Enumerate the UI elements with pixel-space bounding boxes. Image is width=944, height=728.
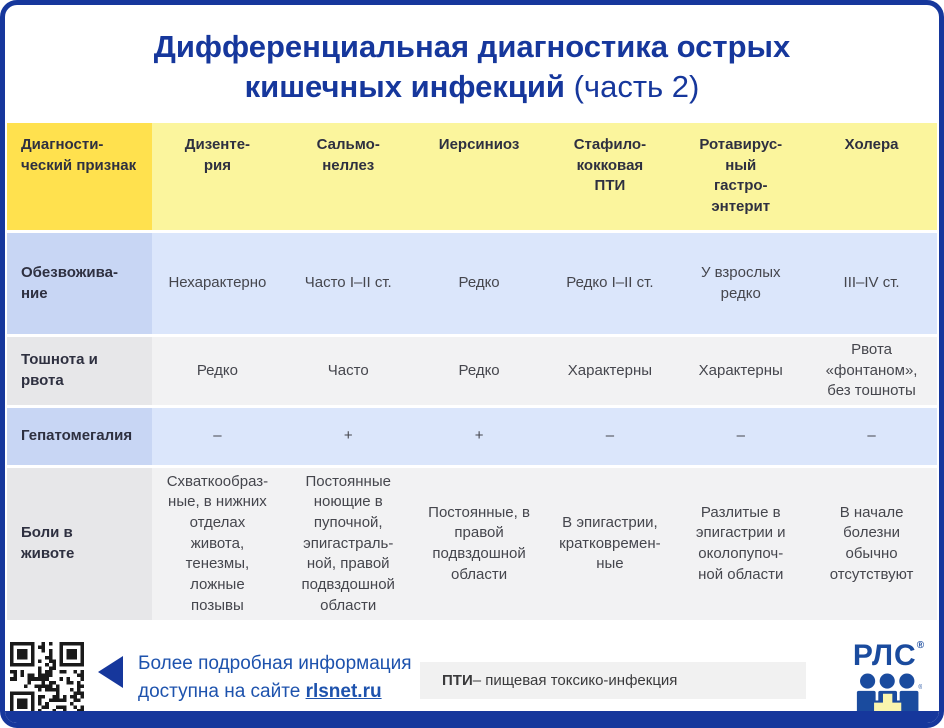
page-title: Дифференциальная диагностика острых кише…	[5, 27, 939, 108]
rls-logo-text: РЛС®	[852, 639, 926, 672]
table-cell: Редко I–II ст.	[544, 233, 676, 334]
column-header-salmonellosis: Сальмо- неллез	[282, 123, 414, 230]
table-cell: –	[544, 408, 676, 465]
table-cell: Схваткообраз- ные, в нижних отделах живо…	[152, 468, 283, 620]
column-header-dysentery: Дизенте- рия	[152, 123, 283, 230]
table-cell: Постоянные, в правой подвздошной области	[413, 468, 545, 620]
table-cell: У взрослых редко	[675, 233, 807, 334]
footer-info: Более подробная информация доступна на с…	[138, 650, 412, 705]
column-header-rotavirus: Ротавирус- ный гастро- энтерит	[675, 123, 807, 230]
table-cell: Редко	[413, 233, 545, 334]
table-cell: Разлитые в эпигастрии и околопупоч- ной …	[675, 468, 807, 620]
footnote-text: – пищевая токсико-инфекция	[472, 672, 678, 689]
title-line-2: кишечных инфекций (часть 2)	[244, 69, 700, 105]
table-cell: –	[675, 408, 807, 465]
table-cell: –	[806, 408, 937, 465]
diagnostics-table: Диагности- ческий признак Дизенте- рия С…	[7, 123, 937, 620]
row-label-hepatomegaly: Гепатомегалия	[7, 408, 152, 465]
table-cell: В начале болезни обычно отсутствуют	[806, 468, 937, 620]
title-line-1: Дифференциальная диагностика острых	[153, 29, 791, 64]
table-cell: +	[413, 408, 545, 465]
table-cell: Редко	[152, 337, 283, 405]
registered-mark: ®	[916, 640, 926, 651]
table-cell: Часто	[282, 337, 414, 405]
table-cell: В эпигастрии, кратковремен- ные	[544, 468, 676, 620]
table-cell: Характерны	[675, 337, 807, 405]
row-label-abdominal-pain: Боли в животе	[7, 468, 152, 620]
rls-logo: РЛС® ®	[843, 639, 935, 723]
rlsnet-link[interactable]: rlsnet.ru	[305, 680, 382, 702]
row-label-dehydration: Обезвожива- ние	[7, 233, 152, 334]
bottom-accent-bar	[5, 711, 939, 723]
rls-persons-icon: ®	[856, 673, 923, 723]
table-cell: Характерны	[544, 337, 676, 405]
table-cell: Постоянные ноющие в пупочной, эпигастрал…	[282, 468, 414, 620]
table-cell: III–IV ст.	[806, 233, 937, 334]
qr-code-icon	[10, 642, 84, 716]
table-cell: Рвота «фонтаном», без тошноты	[806, 337, 937, 405]
column-header-staph-pti: Стафило- кокковая ПТИ	[544, 123, 676, 230]
table-cell: +	[282, 408, 414, 465]
table-cell: Редко	[413, 337, 545, 405]
column-header-cholera: Холера	[806, 123, 937, 230]
left-arrow-icon	[98, 656, 123, 688]
table-cell: –	[152, 408, 283, 465]
table-cell: Часто I–II ст.	[282, 233, 414, 334]
row-label-nausea-vomiting: Тошнота и рвота	[7, 337, 152, 405]
footnote-box: ПТИ – пищевая токсико-инфекция	[420, 662, 806, 699]
table-cell: Нехарактерно	[152, 233, 283, 334]
svg-text:®: ®	[918, 684, 922, 691]
column-header-yersiniosis: Иерсиниоз	[413, 123, 545, 230]
footer-info-text: Более подробная информация доступна на с…	[138, 653, 412, 702]
column-header-feature: Диагности- ческий признак	[7, 123, 152, 230]
footnote-abbr: ПТИ	[442, 672, 473, 689]
